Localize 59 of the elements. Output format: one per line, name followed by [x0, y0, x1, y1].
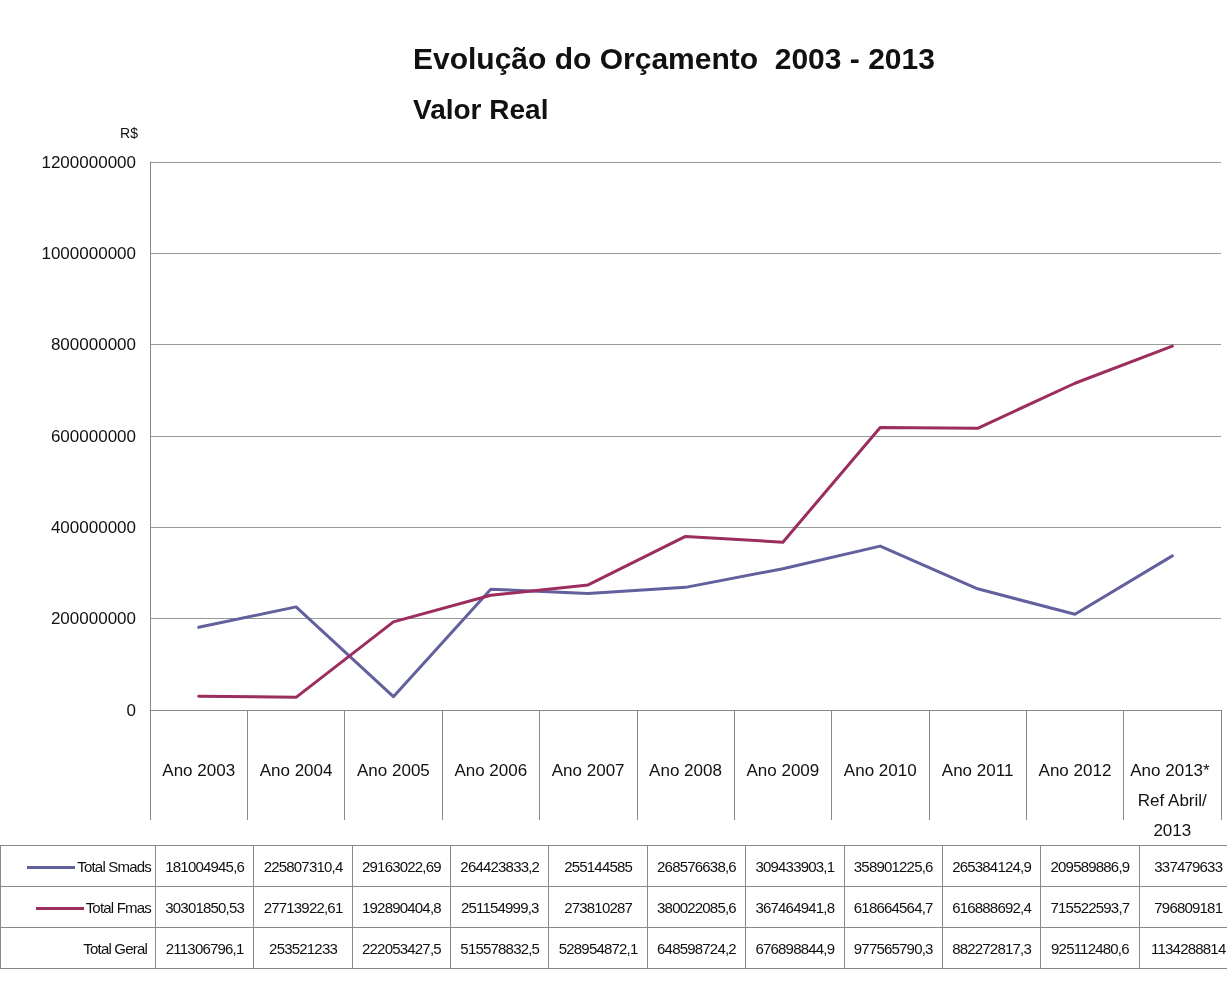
y-tick-label: 400000000: [50, 517, 136, 537]
y-tick-label: 600000000: [50, 426, 136, 446]
y-tick-label: 1000000000: [41, 243, 136, 263]
y-tick-label: 200000000: [50, 609, 136, 629]
text: 253521233: [253, 927, 353, 969]
text: 528954872,1: [548, 927, 648, 969]
text: 882272817,3: [942, 927, 1041, 969]
data-label: 358901225,6: [844, 845, 943, 887]
data-label: 30301850,53: [155, 886, 254, 928]
data-label: 715522593,7: [1040, 886, 1140, 928]
x-tick-label: Ano 2009: [746, 760, 820, 780]
data-label: 264423833,2: [450, 845, 549, 887]
y-tick-label: 1200000000: [41, 152, 136, 172]
data-label: 618664564,7: [844, 886, 943, 928]
data-label: 309433903,1: [745, 845, 845, 887]
data-label: 796809181: [1139, 886, 1227, 928]
x-tick-label: Ano 2006: [454, 760, 528, 780]
legend-label: Total Fmas: [85, 898, 151, 916]
line-series: [197, 544, 1174, 699]
data-label: 209589886,9: [1040, 845, 1140, 887]
data-label: 337479633: [1139, 845, 1227, 887]
data-label: 255144585: [548, 845, 648, 887]
x-tick-label: Ano 2005: [357, 760, 430, 780]
legend-label: Total Smads: [77, 857, 151, 875]
text: 648598724,2: [647, 927, 746, 969]
data-label: 181004945,6: [155, 845, 254, 887]
x-tick-label: Ano 2004: [259, 760, 333, 780]
chart-subtitle: Valor Real: [413, 93, 549, 125]
data-label: 29163022,69: [352, 845, 451, 887]
data-label: 380022085,6: [647, 886, 746, 928]
text: 515578832,5: [450, 927, 549, 969]
data-label: 616888692,4: [942, 886, 1041, 928]
text: 977565790,3: [844, 927, 943, 969]
chart-title: Evolução do Orçamento 2003 - 2013: [413, 41, 935, 75]
text: 676898844,9: [745, 927, 845, 969]
y-axis-title: R$: [120, 125, 139, 141]
y-tick-label: 800000000: [50, 335, 136, 355]
x-tick-label: Ano 2007: [551, 760, 625, 780]
data-label: 251154999,3: [450, 886, 549, 928]
text: Total Geral: [0, 927, 156, 969]
data-label: 273810287: [548, 886, 648, 928]
text: 222053427,5: [352, 927, 451, 969]
x-tick-label: Ano 2008: [649, 760, 722, 780]
line-series: [197, 344, 1174, 699]
data-label: 225807310,4: [253, 845, 353, 887]
data-label: 268576638,6: [647, 845, 746, 887]
y-tick-label: 0: [126, 700, 136, 720]
x-tick-label: Ano 2012: [1038, 760, 1112, 780]
text: 925112480,6: [1040, 927, 1140, 969]
x-tick-label: Ano 2003: [162, 760, 236, 780]
data-label: 265384124,9: [942, 845, 1041, 887]
data-label: 192890404,8: [352, 886, 451, 928]
data-label: 27713922,61: [253, 886, 353, 928]
text: 211306796,1: [155, 927, 254, 969]
text: 1134288814: [1139, 927, 1227, 969]
data-label: 367464941,8: [745, 886, 845, 928]
x-tick-label: Ano 2010: [843, 760, 917, 780]
x-tick-label: Ano 2011: [941, 760, 1014, 780]
x-tick-label: Ano 2013* Ref Abril/2013: [1130, 760, 1215, 840]
